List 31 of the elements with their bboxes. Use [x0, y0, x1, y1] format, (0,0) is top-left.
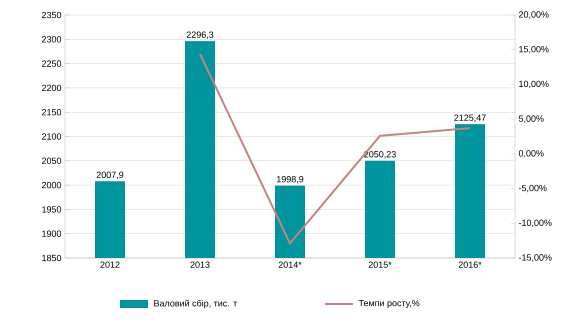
x-tick-label: 2014* — [278, 262, 302, 268]
y2-tick-label: 15,00% — [519, 46, 549, 54]
y-tick-label: 2300 — [42, 36, 62, 42]
y-tick-label: 2250 — [42, 60, 62, 67]
y-tick-label: 2200 — [42, 84, 62, 92]
y2-tick-label: 10,00% — [519, 80, 549, 88]
data-label: 2007,9 — [96, 172, 124, 180]
y-tick-label: 2350 — [42, 12, 62, 18]
x-tick-label: 2015* — [368, 262, 392, 268]
data-label: 2296,3 — [186, 31, 214, 39]
x-tick-label: 2012 — [100, 262, 120, 268]
data-label: 2050,23 — [364, 151, 396, 158]
y-tick-label: 2100 — [42, 133, 62, 140]
y-tick-label: 2000 — [42, 182, 62, 188]
y2-tick-label: 20,00% — [518, 11, 549, 19]
data-label: 2125,47 — [454, 114, 486, 122]
x-tick-label: 2016* — [458, 262, 482, 268]
y2-tick-label: 5,00% — [518, 115, 544, 123]
y-tick-label: 1850 — [42, 254, 62, 262]
y2-tick-label: 0,00% — [518, 150, 544, 158]
x-tick-label: 2013 — [190, 262, 210, 268]
y2-tick-label: -10,00% — [518, 220, 552, 227]
y-tick-label: 1950 — [42, 206, 62, 213]
legend-label: Валовий сбір, тис. т — [154, 300, 238, 308]
y2-tick-label: -15,00% — [518, 254, 552, 262]
data-label: 1998,9 — [276, 176, 304, 184]
y-tick-label: 2050 — [42, 158, 62, 164]
y-tick-label: 2150 — [42, 109, 62, 116]
legend-label: Темпи росту,% — [358, 300, 420, 308]
y2-tick-label: -5,00% — [518, 184, 547, 192]
y-tick-label: 1900 — [42, 230, 62, 237]
